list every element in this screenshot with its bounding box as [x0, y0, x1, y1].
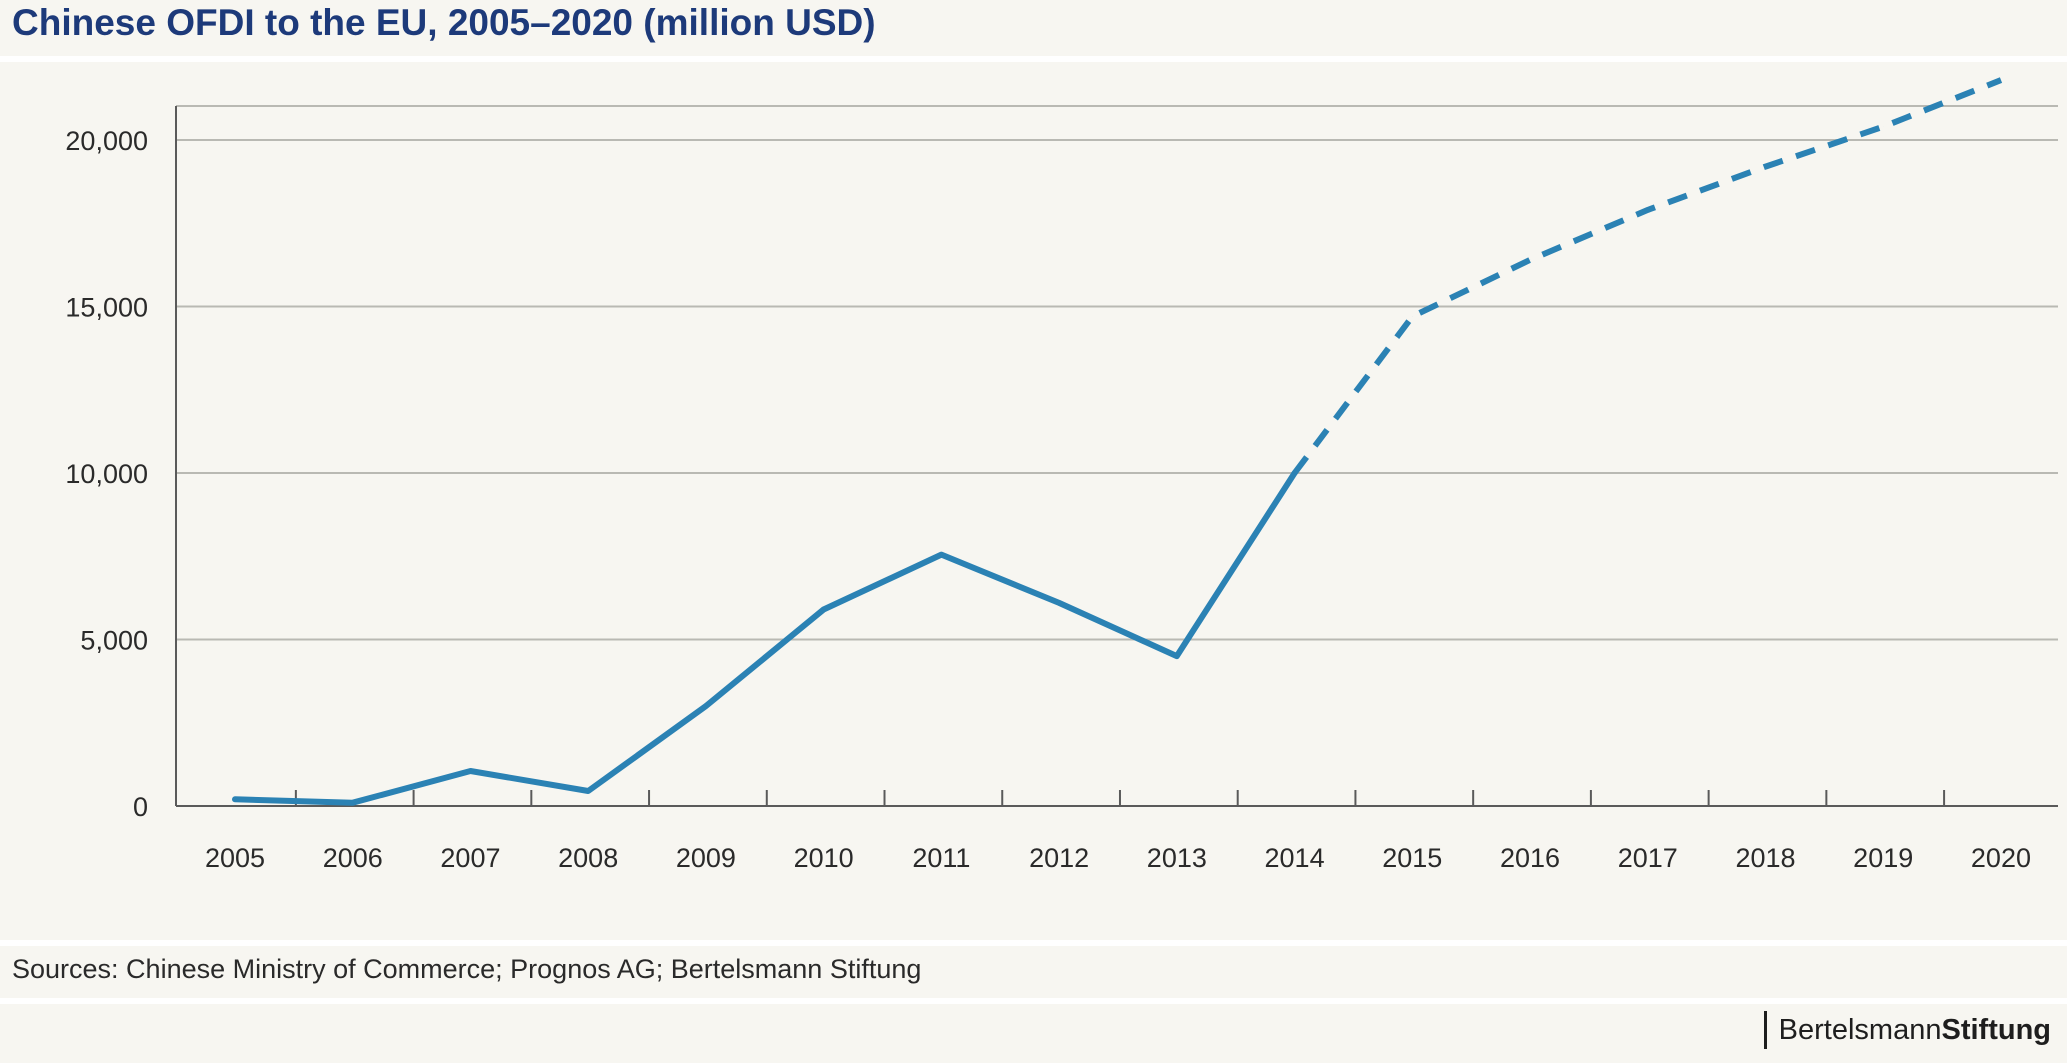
y-tick-label: 15,000 [65, 293, 148, 323]
x-tick-label: 2013 [1147, 843, 1207, 873]
line-chart: 05,00010,00015,00020,00025,0002005200620… [65, 77, 2058, 873]
divider-middle [0, 940, 2067, 946]
brand-logo: BertelsmannStiftung [1763, 1011, 2051, 1049]
y-tick-label: 5,000 [80, 626, 148, 656]
x-tick-label: 2016 [1500, 843, 1560, 873]
brand-name: Bertelsmann [1778, 1014, 1942, 1046]
chart-title: Chinese OFDI to the EU, 2005–2020 (milli… [12, 2, 876, 43]
x-tick-label: 2010 [794, 843, 854, 873]
x-tick-label: 2017 [1618, 843, 1678, 873]
source-note: Sources: Chinese Ministry of Commerce; P… [12, 954, 922, 984]
brand-name-bold: Stiftung [1941, 1014, 2051, 1046]
x-tick-label: 2007 [440, 843, 500, 873]
divider-bottom [0, 998, 2067, 1004]
divider-top [0, 56, 2067, 62]
y-tick-label: 0 [133, 792, 148, 822]
y-tick-label: 20,000 [65, 126, 148, 156]
x-tick-label: 2014 [1265, 843, 1325, 873]
x-tick-label: 2005 [205, 843, 265, 873]
series-line-actual [232, 470, 1298, 806]
x-tick-label: 2012 [1029, 843, 1089, 873]
x-tick-label: 2006 [323, 843, 383, 873]
y-tick-label: 10,000 [65, 459, 148, 489]
x-tick-label: 2009 [676, 843, 736, 873]
x-tick-label: 2019 [1853, 843, 1913, 873]
x-tick-label: 2015 [1382, 843, 1442, 873]
x-tick-label: 2011 [912, 843, 970, 873]
x-tick-label: 2020 [1971, 843, 2031, 873]
x-tick-label: 2018 [1735, 843, 1795, 873]
x-tick-label: 2008 [558, 843, 618, 873]
